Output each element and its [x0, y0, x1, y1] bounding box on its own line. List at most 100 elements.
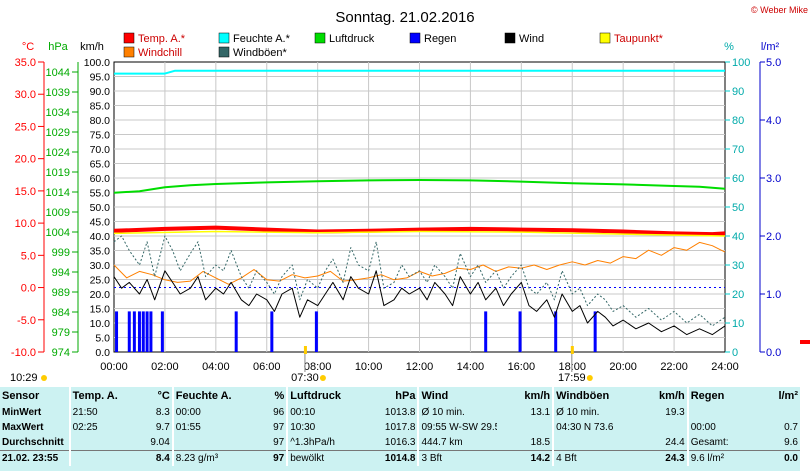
speed-tick-label: 20.0 — [90, 289, 111, 301]
axis-unit-rain: l/m² — [761, 41, 780, 53]
speed-tick-label: 50.0 — [90, 202, 111, 214]
stats-cell: 9.7 — [155, 422, 170, 433]
rain-bar — [115, 311, 119, 352]
chart-title: Sonntag. 21.02.2016 — [335, 9, 474, 26]
stats-cell: Ø 10 min. — [552, 405, 632, 420]
legend-label: Wind — [519, 33, 544, 45]
stats-row: MaxWert 02:25 9.7 01:55 97 10:30 1017.8 09:55 W… — [0, 420, 800, 435]
x-tick-label: 04:00 — [202, 361, 230, 373]
stats-header-cell: Windböen — [552, 387, 632, 405]
stats-cell: 0.0 — [755, 450, 800, 466]
speed-tick-label: 60.0 — [90, 173, 111, 185]
axis-unit-speed: km/h — [80, 41, 104, 53]
speed-tick-label: 55.0 — [90, 188, 111, 200]
temp-tick-label: -10.0 — [11, 347, 36, 359]
humidity-tick-label: 50 — [732, 202, 744, 214]
rain-bar — [141, 311, 145, 352]
axis-unit-humidity: % — [724, 41, 734, 53]
stats-cell — [68, 435, 140, 451]
stats-header-cell: % — [274, 390, 285, 402]
humidity-tick-label: 20 — [732, 289, 744, 301]
legend-label: Windchill — [138, 47, 182, 59]
speed-tick-label: 30.0 — [90, 260, 111, 272]
sunset-tick — [570, 346, 574, 354]
x-tick-label: 14:00 — [457, 361, 485, 373]
stats-cell — [632, 420, 688, 435]
stats-cell: 1017.8 — [384, 422, 416, 433]
stats-cell: 1014.8 — [368, 450, 419, 466]
pressure-tick-label: 999 — [52, 247, 70, 259]
pressure-tick-label: 1014 — [46, 187, 70, 199]
sunrise-time: 07:30 — [291, 372, 319, 384]
stats-header-cell: l/m² — [778, 390, 798, 402]
stats-cell: 97 — [273, 422, 285, 433]
humidity-tick-label: 80 — [732, 115, 744, 127]
stats-row: 21.02. 23:55 8.4 8.23 g/m³ 97 bewölkt 1014.8 3… — [0, 450, 800, 466]
speed-tick-label: 15.0 — [90, 304, 111, 316]
stats-cell: 00:10 — [286, 405, 368, 420]
stats-cell: 24.3 — [631, 450, 688, 466]
humidity-tick-label: 40 — [732, 231, 744, 243]
stats-table: Sensor Temp. A. °C Feuchte A.% Luftdruck hPa W… — [0, 387, 800, 466]
humidity-tick-label: 60 — [732, 173, 744, 185]
stats-cell: 1016.3 — [384, 437, 416, 448]
stats-cell: 1013.8 — [384, 407, 416, 418]
stats-cell: 14.2 — [497, 450, 554, 466]
rain-bar — [554, 311, 558, 352]
rain-bar — [518, 311, 522, 352]
stats-row-label: MaxWert — [2, 422, 44, 433]
rain-bar — [145, 311, 149, 352]
temp-tick-label: 25.0 — [15, 121, 36, 133]
stats-cell: Gesamt: — [686, 435, 756, 451]
speed-tick-label: 10.0 — [90, 318, 111, 330]
legend-label: Regen — [424, 33, 456, 45]
rain-bar — [160, 311, 164, 352]
stats-row-label: MinWert — [2, 407, 42, 418]
stats-cell: 04:30 N 73.6 — [552, 420, 632, 435]
temp-tick-label: 20.0 — [15, 154, 36, 166]
rain-tick-label: 3.0 — [766, 173, 781, 185]
x-tick-label: 08:00 — [304, 361, 332, 373]
stats-header-cell: °C — [157, 390, 170, 402]
stats-header-cell: hPa — [395, 390, 416, 402]
stats-cell: 02:25 — [68, 420, 140, 435]
temp-tick-label: 0.0 — [21, 283, 36, 295]
stats-cell: 13.1 — [530, 407, 551, 418]
axis-unit-pressure: hPa — [48, 41, 68, 53]
stats-cell — [171, 435, 254, 451]
speed-tick-label: 70.0 — [90, 144, 111, 156]
rain-bar — [149, 311, 153, 352]
speed-tick-label: 0.0 — [95, 347, 110, 359]
stats-header-row: Sensor Temp. A. °C Feuchte A.% Luftdruck hPa W… — [0, 387, 800, 405]
stats-cell: 0.7 — [784, 422, 798, 433]
rain-bar — [234, 311, 238, 352]
legend-swatch — [123, 46, 135, 58]
legend-label: Windböen* — [233, 47, 288, 59]
stats-cell: 21:50 — [68, 405, 140, 420]
stats-cell: 19.3 — [665, 407, 685, 418]
sun-icon — [41, 375, 47, 381]
stats-cell: 97 — [253, 450, 288, 466]
temp-tick-label: 35.0 — [15, 57, 36, 69]
rain-bar — [484, 311, 488, 352]
humidity-tick-label: 10 — [732, 318, 744, 330]
x-tick-label: 16:00 — [508, 361, 536, 373]
temp-tick-label: 15.0 — [15, 186, 36, 198]
stats-header-cell: km/h — [659, 390, 685, 402]
x-tick-label: 22:00 — [660, 361, 688, 373]
temp-tick-label: 10.0 — [15, 218, 36, 230]
x-tick-label: 02:00 — [151, 361, 179, 373]
legend-swatch — [218, 32, 230, 44]
pressure-tick-label: 974 — [52, 347, 70, 359]
stats-header-cell: Wind — [417, 387, 498, 405]
rain-tick-label: 1.0 — [766, 289, 781, 301]
right-margin — [800, 387, 810, 471]
stats-cell: 8.4 — [139, 450, 173, 466]
temp-tick-label: 5.0 — [21, 250, 36, 262]
speed-tick-label: 65.0 — [90, 159, 111, 171]
humidity-tick-label: 30 — [732, 260, 744, 272]
stats-cell: 01:55 — [171, 420, 254, 435]
rain-tick-label: 2.0 — [766, 231, 781, 243]
legend-swatch — [504, 32, 516, 44]
legend-swatch — [218, 46, 230, 58]
